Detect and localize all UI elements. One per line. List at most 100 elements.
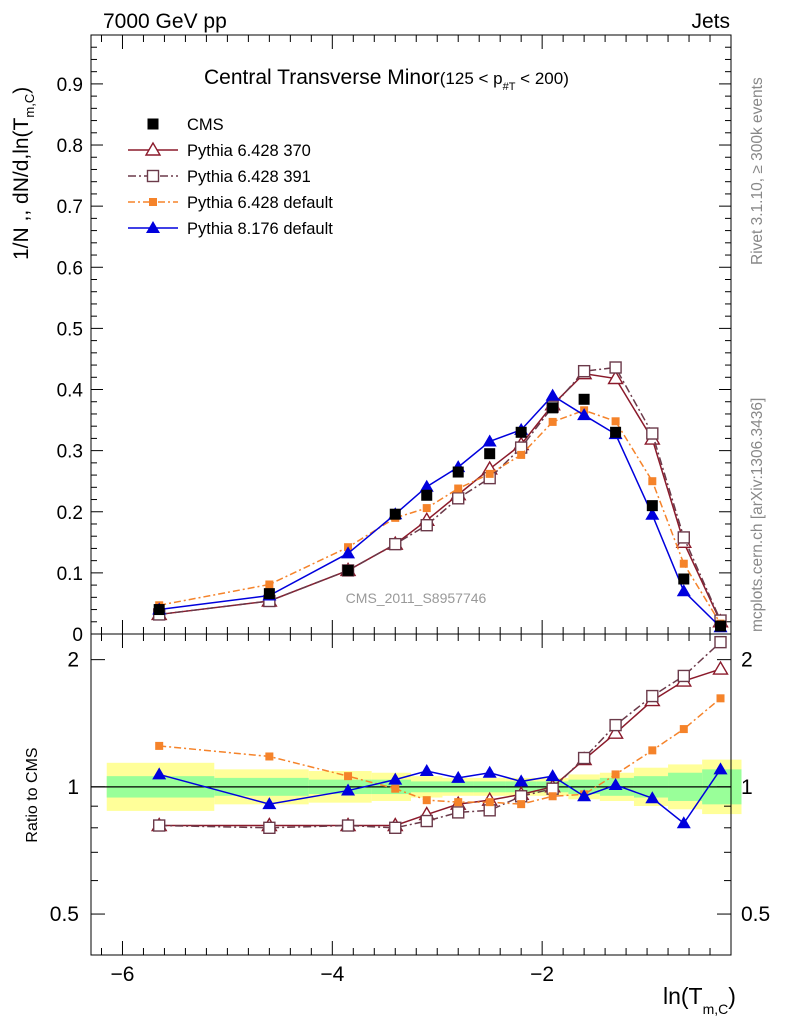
y-axis-label-end: ) xyxy=(10,87,33,94)
data-point xyxy=(678,573,690,585)
data-point xyxy=(517,450,526,459)
ratio-point xyxy=(679,725,688,734)
data-point xyxy=(263,588,275,600)
ratio-tick-label-right: 1 xyxy=(741,776,753,799)
ratio-point xyxy=(341,819,355,832)
legend-label: Pythia 8.176 default xyxy=(187,220,333,238)
plot-title-sub: #T xyxy=(503,81,516,93)
data-point xyxy=(648,477,657,486)
ratio-point xyxy=(607,724,624,739)
ratio-point xyxy=(155,741,164,750)
y-tick-label: 0.8 xyxy=(57,136,83,157)
ratio-point xyxy=(485,798,494,807)
ratio-point xyxy=(609,718,622,732)
data-point xyxy=(611,417,620,426)
ratio-point xyxy=(389,821,402,834)
ratio-point xyxy=(712,660,729,675)
data-point xyxy=(547,402,559,414)
series-pythia-8-176-default xyxy=(152,388,728,829)
ratio-point xyxy=(344,772,353,781)
series-layer xyxy=(150,361,729,834)
y-tick-label: 0.1 xyxy=(57,564,83,585)
data-point xyxy=(607,370,624,385)
data-point xyxy=(646,500,658,512)
ratio-point xyxy=(152,819,166,832)
legend-item: CMS xyxy=(147,116,224,134)
ratio-point xyxy=(454,798,463,807)
data-point xyxy=(548,417,557,426)
ratio-point xyxy=(451,770,466,783)
series-pythia-6-428-default xyxy=(155,406,725,809)
ratio-point xyxy=(677,669,690,683)
data-point xyxy=(676,584,691,597)
data-point xyxy=(545,388,560,401)
ratio-point xyxy=(608,778,623,791)
x-axis-label-sub: m,C xyxy=(703,1001,729,1017)
ratio-point xyxy=(577,789,592,802)
data-point xyxy=(645,507,660,520)
ratio-point xyxy=(265,752,274,761)
ratio-point xyxy=(263,821,276,834)
ratio-point xyxy=(716,694,725,703)
data-point xyxy=(342,564,354,576)
ratio-point xyxy=(483,804,496,817)
axis-ticks: 0 0.1 0.2 0.3 0.4 0.5 0.6 0.7 0.8 0.9 −6 −4 −2 0.5 0.5… xyxy=(50,35,770,986)
ratio-line xyxy=(159,697,721,805)
ratio-point xyxy=(714,635,727,649)
ratio-line xyxy=(159,641,722,829)
data-point xyxy=(578,393,590,405)
data-point xyxy=(419,479,434,492)
legend-item: Pythia 6.428 default xyxy=(128,194,333,212)
ratio-point xyxy=(713,762,728,775)
ratio-point xyxy=(391,784,400,793)
y-tick-label: 0.9 xyxy=(57,75,83,96)
data-point xyxy=(265,580,274,589)
ratio-uncertainty-bands xyxy=(91,759,742,815)
legend-marker xyxy=(146,169,160,183)
ratio-point xyxy=(676,816,691,829)
data-point xyxy=(577,408,592,421)
x-axis-label-main: ln(T xyxy=(663,983,703,1009)
ratio-tick-label-right: 2 xyxy=(741,649,753,672)
ratio-point xyxy=(648,746,657,755)
x-axis-label-end: ) xyxy=(728,983,736,1009)
analysis-id: CMS_2011_S8957746 xyxy=(346,590,487,606)
y-tick-label: 0.6 xyxy=(57,258,83,279)
data-point xyxy=(452,466,464,478)
data-point xyxy=(422,504,431,513)
ratio-point xyxy=(548,792,557,801)
ratio-point xyxy=(420,814,433,828)
data-point xyxy=(677,531,690,544)
legend-marker xyxy=(146,221,160,233)
ratio-point xyxy=(262,797,277,810)
data-point xyxy=(389,537,402,551)
ratio-tick-label-left: 2 xyxy=(67,649,79,672)
data-point xyxy=(679,559,688,568)
legend-item: Pythia 8.176 default xyxy=(128,220,333,238)
data-point xyxy=(646,427,659,440)
data-point xyxy=(452,492,465,505)
y-axis-label: 1/N ,, dN/d,ln(Tm,C) xyxy=(10,87,37,260)
plot-title-range-end: < 200) xyxy=(515,69,568,88)
x-tick-label: −4 xyxy=(320,963,344,986)
x-axis-label: ln(Tm,C) xyxy=(663,983,736,1017)
ratio-point xyxy=(422,796,431,805)
data-point xyxy=(609,361,622,374)
ratio-point xyxy=(577,751,591,765)
legend-item: Pythia 6.428 391 xyxy=(128,168,311,186)
series-cms xyxy=(153,393,727,632)
data-point xyxy=(482,434,497,447)
data-point xyxy=(420,519,433,532)
data-point xyxy=(715,620,727,632)
legend-label: Pythia 6.428 391 xyxy=(187,168,311,186)
series-line xyxy=(159,394,722,628)
ratio-point xyxy=(341,783,356,796)
ratio-point xyxy=(545,769,560,782)
legend-marker xyxy=(149,198,157,206)
plot-title-main: Central Transverse Minor xyxy=(204,66,440,89)
ratio-tick-label-right: 0.5 xyxy=(741,903,770,926)
data-point xyxy=(454,484,463,493)
legend-label: Pythia 6.428 370 xyxy=(187,142,311,160)
y-tick-label: 0.2 xyxy=(57,503,83,524)
